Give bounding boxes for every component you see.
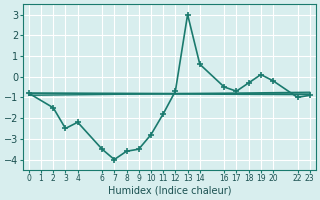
X-axis label: Humidex (Indice chaleur): Humidex (Indice chaleur) [108, 186, 231, 196]
